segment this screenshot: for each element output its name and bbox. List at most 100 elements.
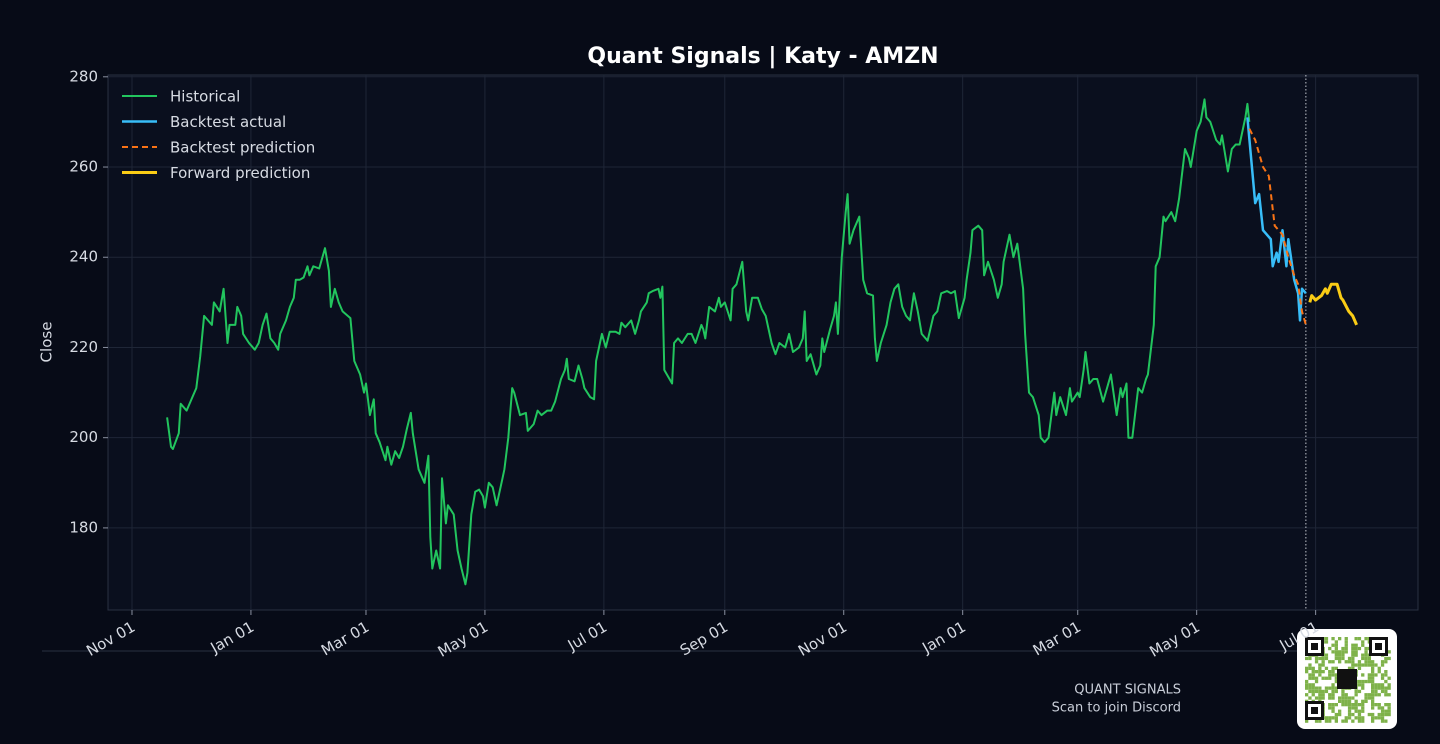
qr-cell [1347, 703, 1352, 707]
qr-cell [1371, 660, 1375, 664]
y-tick-label: 180 [69, 518, 98, 536]
qr-cell [1384, 660, 1388, 664]
qr-cell [1308, 686, 1312, 690]
qr-cell [1357, 703, 1362, 707]
qr-cell [1357, 719, 1362, 723]
qr-cell [1384, 679, 1388, 684]
qr-cell [1380, 663, 1385, 667]
y-tick-label: 280 [69, 67, 98, 85]
qr-cell [1377, 693, 1381, 697]
qr-cell [1305, 686, 1309, 690]
qr-cell [1371, 679, 1375, 684]
qr-cell [1308, 676, 1312, 680]
qr-cell [1387, 706, 1391, 710]
qr-cell [1331, 643, 1335, 647]
qr-cell [1328, 703, 1332, 707]
qr-cell [1347, 656, 1352, 661]
qr-cell [1361, 640, 1365, 644]
qr-cell [1321, 670, 1325, 674]
qr-cell [1305, 656, 1309, 661]
y-tick-label: 240 [69, 248, 98, 266]
qr-cell [1351, 706, 1355, 710]
qr-cell [1374, 716, 1378, 720]
qr-cell [1374, 703, 1378, 707]
qr-cell [1380, 676, 1385, 680]
qr-cell [1384, 709, 1388, 713]
qr-cell [1354, 699, 1358, 703]
qr-cell [1367, 660, 1371, 664]
qr-cell [1387, 650, 1391, 654]
qr-cell [1371, 706, 1375, 710]
qr-cell [1334, 716, 1338, 720]
qr-cell [1380, 716, 1385, 720]
qr-cell [1305, 719, 1309, 723]
qr-cell [1357, 660, 1362, 664]
qr-cell [1351, 703, 1355, 707]
qr-cell [1328, 646, 1332, 651]
qr-code [1297, 629, 1397, 729]
qr-cell [1334, 689, 1338, 694]
qr-cell [1324, 653, 1329, 657]
legend-label: Forward prediction [170, 164, 310, 182]
qr-cell [1351, 653, 1355, 657]
qr-cell [1331, 650, 1335, 654]
qr-cell [1357, 709, 1362, 713]
legend-label: Backtest prediction [170, 139, 315, 157]
qr-cell [1344, 646, 1348, 651]
qr-cell [1387, 709, 1391, 713]
qr-cell [1331, 686, 1335, 690]
qr-cell [1331, 689, 1335, 694]
qr-cell [1377, 712, 1381, 717]
qr-cell [1347, 706, 1352, 710]
qr-cell [1311, 666, 1315, 670]
qr-cell [1367, 679, 1371, 684]
qr-cell [1321, 689, 1325, 694]
qr-cell [1311, 673, 1315, 677]
grid [108, 75, 1418, 610]
qr-cell [1387, 703, 1391, 707]
qr-cell [1331, 716, 1335, 720]
qr-cell [1361, 686, 1365, 690]
qr-cell [1344, 640, 1348, 644]
qr-cell [1354, 637, 1358, 641]
footer-cta: Scan to join Discord [1052, 701, 1181, 716]
qr-cell [1328, 716, 1332, 720]
qr-cell [1387, 683, 1391, 687]
qr-cell [1344, 703, 1348, 707]
qr-cell [1357, 683, 1362, 687]
qr-cell [1357, 663, 1362, 667]
qr-cell [1387, 712, 1391, 717]
series-line [1248, 128, 1307, 326]
qr-cell [1318, 686, 1322, 690]
qr-cell [1314, 660, 1319, 664]
qr-cell [1361, 716, 1365, 720]
qr-cell [1347, 709, 1352, 713]
qr-cell [1361, 663, 1365, 667]
qr-cell [1371, 663, 1375, 667]
qr-cell [1387, 693, 1391, 697]
qr-cell [1334, 650, 1338, 654]
qr-cell [1354, 653, 1358, 657]
qr-cell [1318, 696, 1322, 700]
qr-cell [1364, 646, 1368, 651]
qr-cell [1357, 637, 1362, 641]
qr-cell [1371, 673, 1375, 677]
qr-cell [1311, 693, 1315, 697]
qr-cell [1324, 666, 1329, 670]
qr-cell [1311, 676, 1315, 680]
qr-cell [1380, 689, 1385, 694]
qr-cell [1338, 656, 1342, 661]
qr-cell [1361, 706, 1365, 710]
qr-cell [1361, 699, 1365, 703]
qr-cell [1367, 712, 1371, 717]
qr-cell [1371, 670, 1375, 674]
qr-cell [1374, 689, 1378, 694]
series-line [1308, 282, 1358, 326]
qr-cell [1371, 683, 1375, 687]
qr-cell [1334, 646, 1338, 651]
chart-title: Quant Signals | Katy - AMZN [587, 44, 938, 69]
qr-cell [1377, 706, 1381, 710]
qr-cell [1351, 660, 1355, 664]
qr-cell [1354, 706, 1358, 710]
qr-cell [1344, 693, 1348, 697]
